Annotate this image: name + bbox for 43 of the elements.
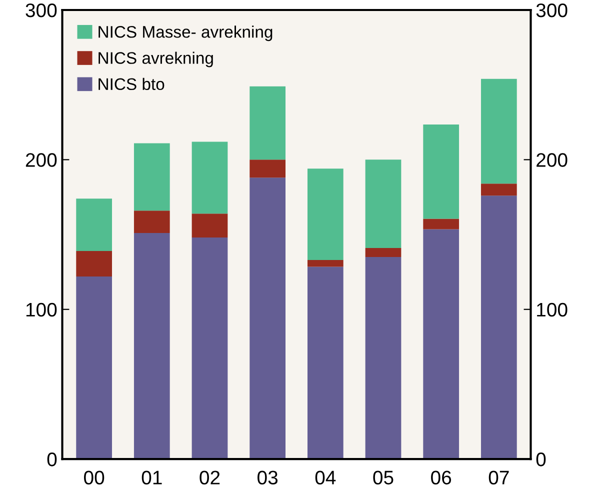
y2-tick-label: 0: [536, 452, 546, 466]
bar: [134, 143, 170, 211]
bar: [76, 198, 112, 251]
y-tick-label: 100: [26, 302, 57, 317]
bar: [365, 256, 402, 460]
bar: [192, 142, 228, 214]
x-tick-label: 00: [84, 470, 104, 484]
y-tick-label: 0: [47, 452, 57, 466]
y2-tick-label: 100: [537, 302, 568, 317]
x-tick-label: 02: [200, 470, 220, 484]
y-tick-label: 300: [26, 3, 57, 18]
y-tick-label: 200: [26, 153, 57, 167]
bar: [423, 229, 460, 460]
bar: [423, 218, 460, 230]
x-tick-label: 06: [431, 470, 452, 484]
bar: [250, 86, 286, 160]
bar: [480, 196, 517, 460]
bar: [307, 168, 344, 260]
bar: [76, 276, 112, 460]
bar: [250, 160, 286, 178]
y2-tick-label: 200: [536, 153, 568, 167]
x-tick-label: 04: [315, 470, 336, 484]
bar: [480, 184, 517, 196]
y2-tick-label: 300: [536, 3, 568, 18]
legend-label: NICS Masse- avrekning: [98, 26, 272, 42]
x-tick-label: 01: [142, 470, 162, 484]
x-tick-label: 03: [258, 470, 278, 484]
bar: [307, 266, 344, 460]
bar: [307, 260, 344, 267]
bar: [423, 124, 460, 219]
x-tick-label: 05: [373, 470, 394, 484]
bar: [365, 160, 402, 248]
bar: [250, 178, 286, 460]
bar: [134, 210, 170, 234]
bar: [365, 248, 402, 257]
legend-label: NICS bto: [98, 78, 164, 90]
x-tick-label: 07: [488, 470, 509, 484]
bar: [134, 233, 170, 460]
bar: [192, 214, 228, 238]
bar: [76, 250, 112, 276]
legend-label: NICS avrekning: [98, 52, 213, 68]
bar: [192, 238, 228, 460]
bar: [480, 78, 517, 184]
